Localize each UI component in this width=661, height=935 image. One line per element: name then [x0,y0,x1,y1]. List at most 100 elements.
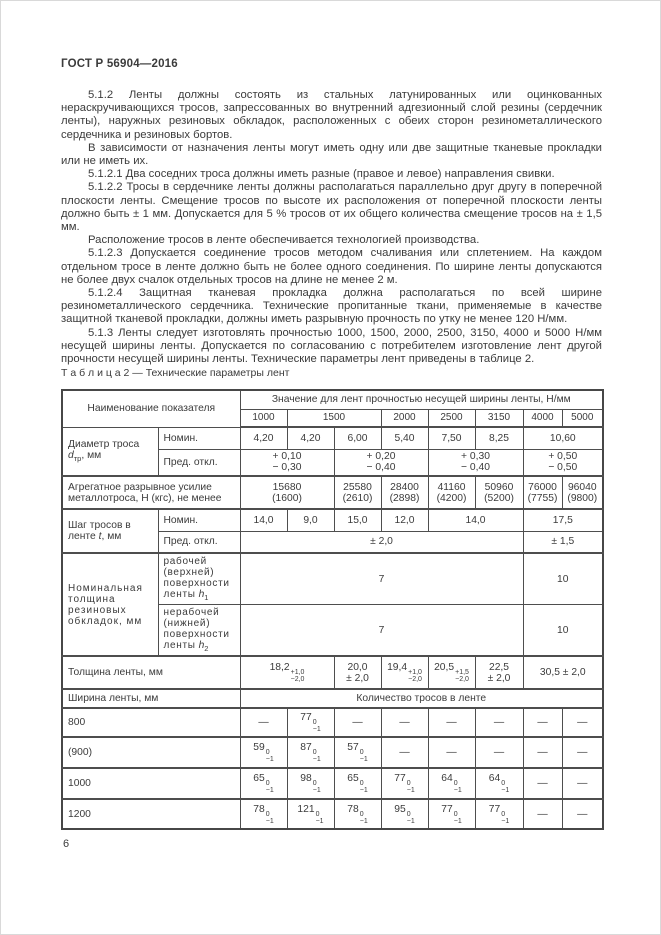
nominal-label-cell: Номин. [157,508,241,532]
pitch-value: 12,0 [380,508,429,532]
table-header-row-1: Наименование показателя Значение для лен… [61,389,604,428]
cover-h2-value: 10 [522,604,604,657]
paragraph-5-1-3: 5.1.3 Ленты следует изготовлять прочност… [61,326,602,366]
cover-h1-row: Номинальная толщина резиновых обкладок, … [61,552,604,657]
strength-col-1000: 1000 [239,408,288,428]
diameter-symbol-sub: тр [73,454,82,464]
count-cell: 64 0 −1 [474,767,524,800]
width-value-cell: 1200 [61,798,241,830]
count-cell: — [239,707,288,738]
count-cell: — [561,798,604,830]
pitch-label: Шаг тросов в ленте [68,520,131,542]
paragraph-5-1-2-4: 5.1.2.4 Защитная тканевая прокладка долж… [61,287,602,326]
force-n: 25580 [343,481,372,493]
count-cell: — [333,707,382,738]
diameter-value: 4,20 [239,426,288,450]
paragraph-layout: Расположение тросов в ленте обеспечивает… [88,234,480,247]
belt-thickness-row: Толщина ленты, мм 18,2 +1,0 −2,0 20,0 ± 2,0… [61,655,604,690]
breaking-force-label-cell: Агрегатное разрывное усилие металлотроса… [61,475,241,510]
width-row-900: (900) 59 0 −1 87 0 −1 57 0 −1 — — — — — [61,736,604,769]
count-cell: 95 0 −1 [380,798,429,830]
cover-label-cell: Номинальная толщина резиновых обкладок, … [61,552,159,657]
width-label-cell: Ширина ленты, мм [61,688,241,709]
diameter-nominal-row: Диаметр троса dтр, мм Номин. 4,20 4,20 6… [61,426,604,477]
force-kgs: (1600) [272,492,302,504]
thickness-line: 22,5 [488,661,510,673]
strength-col-3150: 3150 [474,408,524,428]
force-kgs: (4200) [436,492,467,504]
paragraph-5-1-2-3: 5.1.2.3 Допускается соединение тросов ме… [61,247,602,286]
force-n: 15680 [272,481,302,493]
diameter-value: 7,50 [427,426,476,450]
strength-col-2000: 2000 [380,408,429,428]
count-cell: 77 0 −1 [474,798,524,830]
header-values-title-cell: Значение для лент прочностью несущей шир… [239,389,604,410]
breaking-force-row: Агрегатное разрывное усилие металлотроса… [61,475,604,510]
force-kgs: (9800) [567,492,598,504]
count-cell: — [427,707,476,738]
diameter-label: Диаметр троса [68,439,140,451]
pitch-value: 14,0 [239,508,288,532]
h1-symbol-sub: 1 [204,593,209,602]
deviation-label-cell: Пред. откл. [157,448,241,477]
diameter-deviation: + 0,50− 0,50 [522,448,604,477]
deviation-plus: + 0,30 [461,451,490,463]
cover-h2-row: нерабочей (нижней) поверхности ленты h2 … [62,604,604,657]
force-kgs: (2898) [389,492,420,504]
thickness-line: ± 2,0 [487,672,511,684]
deviation-label-cell: Пред. откл. [157,530,241,554]
count-cell: — [474,736,524,769]
force-n: 50960 [484,481,514,493]
force-n: 41160 [437,481,466,493]
diameter-deviation-row: Пред. откл. + 0,10− 0,30 + 0,20− 0,40 + … [62,448,604,477]
force-kgs: (7755) [527,492,558,504]
strength-col-5000: 5000 [561,408,604,428]
width-row-1000: 1000 65 0 −1 98 0 −1 65 0 −1 77 0 −1 64 0 −1 64 0 −1… [61,767,604,800]
count-cell: — [561,736,604,769]
width-value-cell: 800 [61,707,241,738]
table-header-row-2: 1000 1500 2000 2500 3150 4000 5000 [62,408,604,428]
breaking-force-value: 15680 (1600) [239,475,335,510]
paragraph-5-1-2-2: 5.1.2.2 Тросы в сердечнике ленты должны … [61,181,602,234]
deviation-minus: − 0,50 [548,462,578,474]
force-n: 96040 [567,481,597,493]
deviation-minus: − 0,30 [272,462,302,474]
cover-h1-value: 10 [522,552,604,605]
cover-h1-label-cell: рабочей (верхней) поверхности ленты h1 [157,552,241,605]
count-cell: 65 0 −1 [333,767,382,800]
count-cell: — [561,767,604,800]
width-value-cell: (900) [61,736,241,769]
belt-thickness-value: 22,5 ± 2,0 [474,655,524,690]
count-cell: — [380,707,429,738]
count-cell: 65 0 −1 [239,767,288,800]
pitch-value: 15,0 [333,508,382,532]
cover-h2-value: 7 [239,604,524,657]
cover-h2-label-cell: нерабочей (нижней) поверхности ленты h2 [157,604,241,657]
header-name-cell: Наименование показателя [61,389,241,428]
deviation-plus: + 0,50 [548,451,578,463]
width-row-1200: 1200 78 0 −1 121 0 −1 78 0 −1 95 0 −1 77 0 −1 77 0−… [61,798,604,830]
count-cell: 121 0 −1 [286,798,335,830]
paragraph-5-1-2-1: 5.1.2.1 Два соседних троса должны иметь … [88,168,555,181]
deviation-plus: + 0,10 [272,451,302,463]
force-kgs: (2610) [342,492,373,504]
width-value-cell: 1000 [61,767,241,800]
count-cell: — [522,767,563,800]
breaking-force-value: 96040 (9800) [561,475,604,510]
diameter-value: 8,25 [474,426,524,450]
deviation-minus: − 0,40 [461,462,490,474]
cover-h1-value: 7 [239,552,524,605]
cover-label: Номинальная толщина резиновых обкладок, … [68,582,143,627]
count-cell: — [522,707,563,738]
table-2: Наименование показателя Значение для лен… [61,389,605,830]
pitch-label-cell: Шаг тросов в ленте t, мм [61,508,159,554]
count-cell: 59 0 −1 [239,736,288,769]
breaking-force-value: 41160 (4200) [427,475,476,510]
belt-thickness-value: 30,5 ± 2,0 [522,655,604,690]
count-cell: — [522,798,563,830]
diameter-deviation: + 0,10− 0,30 [239,448,335,477]
h1-symbol: h [198,589,205,600]
deviation-minus: − 0,40 [366,462,396,474]
breaking-force-value: 76000 (7755) [522,475,563,510]
